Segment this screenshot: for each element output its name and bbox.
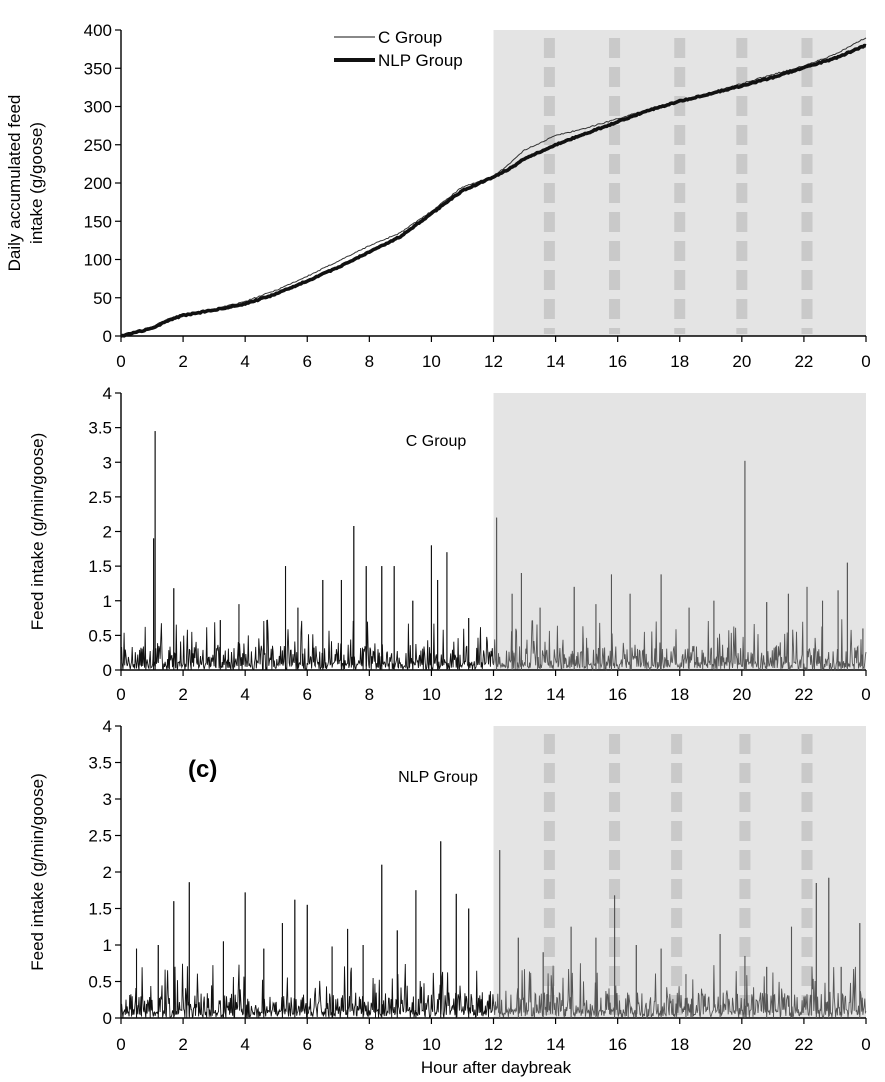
- panel-b-xtick-label-10: 20: [732, 685, 751, 704]
- panel-b-annotation: C Group: [406, 433, 467, 450]
- panel-c-xtick-label-5: 10: [422, 1035, 441, 1054]
- panel-c-ytick-label-7: 3.5: [88, 754, 112, 773]
- panel-a-series-nlp-group-line: [120, 43, 867, 338]
- panel-a-xtick-label-9: 18: [670, 352, 689, 371]
- panel-c-ytick-label-3: 1.5: [88, 900, 112, 919]
- panel-b-xtick-label-3: 6: [303, 685, 312, 704]
- panel-a-legend-label-1: NLP Group: [378, 51, 463, 70]
- panel-c-xtick-label-9: 18: [670, 1035, 689, 1054]
- panel-a-xtick-label-5: 10: [422, 352, 441, 371]
- panel-c-xtick-label-8: 16: [608, 1035, 627, 1054]
- panel-a-ylabel-line-1: Daily accumulated feed: [5, 95, 24, 272]
- panel-a-xtick-label-3: 6: [303, 352, 312, 371]
- panel-c-ylabel: Feed intake (g/min/goose): [28, 773, 47, 971]
- panel-b-xtick-label-7: 14: [546, 685, 565, 704]
- panel-c-xtick-label-0: 0: [116, 1035, 125, 1054]
- panel-a-xtick-label-1: 2: [178, 352, 187, 371]
- panel-a-ytick-label-2: 100: [84, 251, 112, 270]
- panel-c-xtick-label-6: 12: [484, 1035, 503, 1054]
- panel-c-ytick-label-8: 4: [103, 717, 112, 736]
- panel-b-ytick-label-1: 0.5: [88, 626, 112, 645]
- panel-a-ytick-label-8: 400: [84, 21, 112, 40]
- panel-b-ytick-label-7: 3.5: [88, 419, 112, 438]
- panel-a-ytick-label-5: 250: [84, 136, 112, 155]
- panel-a-xtick-label-6: 12: [484, 352, 503, 371]
- panel-a-xtick-label-10: 20: [732, 352, 751, 371]
- panel-c-panel-tag: (c): [188, 756, 217, 783]
- panel-b-xtick-label-8: 16: [608, 685, 627, 704]
- panel-a-ytick-label-6: 300: [84, 98, 112, 117]
- panel-a-ylabel-line-2: intake (g/goose): [27, 122, 46, 244]
- panel-b-dark-period-shade: [493, 393, 866, 670]
- panel-a-xtick-label-0: 0: [116, 352, 125, 371]
- panel-b-xtick-label-5: 10: [422, 685, 441, 704]
- panel-a-xtick-label-4: 8: [365, 352, 374, 371]
- panel-b-ytick-label-6: 3: [103, 453, 112, 472]
- panel-b-ytick-label-3: 1.5: [88, 557, 112, 576]
- panel-b-ylabel: Feed intake (g/min/goose): [28, 433, 47, 631]
- panel-a-ytick-label-3: 150: [84, 212, 112, 231]
- panel-a-ytick-label-4: 200: [84, 174, 112, 193]
- panel-a-xtick-label-7: 14: [546, 352, 565, 371]
- panel-c-xtick-label-3: 6: [303, 1035, 312, 1054]
- panel-b-xtick-label-1: 2: [178, 685, 187, 704]
- panel-c-ytick-label-1: 0.5: [88, 973, 112, 992]
- panel-a-xtick-label-2: 4: [240, 352, 249, 371]
- panel-c-xtick-label-1: 2: [178, 1035, 187, 1054]
- panel-c-xtick-label-12: 0: [861, 1035, 870, 1054]
- panel-a-xtick-label-12: 0: [861, 352, 870, 371]
- panel-b-xtick-label-2: 4: [240, 685, 249, 704]
- panel-b-ytick-label-4: 2: [103, 523, 112, 542]
- panel-c-ytick-label-4: 2: [103, 863, 112, 882]
- panel-c-ytick-label-0: 0: [103, 1009, 112, 1028]
- panel-a-xtick-label-8: 16: [608, 352, 627, 371]
- panel-a-legend-label-0: C Group: [378, 28, 442, 47]
- panel-b-xtick-label-4: 8: [365, 685, 374, 704]
- panel-b-ytick-label-8: 4: [103, 384, 112, 403]
- panel-c-xtick-label-11: 22: [794, 1035, 813, 1054]
- panel-c-intake-trace-dark: [493, 850, 867, 1019]
- panel-c-xtick-label-2: 4: [240, 1035, 249, 1054]
- panel-c-annotation: NLP Group: [398, 769, 478, 786]
- panel-c-xtick-label-7: 14: [546, 1035, 565, 1054]
- panel-a-ytick-label-1: 50: [93, 289, 112, 308]
- panel-b-xtick-label-11: 22: [794, 685, 813, 704]
- panel-c-xtick-label-4: 8: [365, 1035, 374, 1054]
- panel-c-xtick-label-10: 20: [732, 1035, 751, 1054]
- panel-c-ytick-label-2: 1: [103, 936, 112, 955]
- panel-b-xtick-label-0: 0: [116, 685, 125, 704]
- panel-b-ytick-label-5: 2.5: [88, 488, 112, 507]
- panel-b-ytick-label-0: 0: [103, 661, 112, 680]
- panel-b-xtick-label-9: 18: [670, 685, 689, 704]
- panel-b-ytick-label-2: 1: [103, 592, 112, 611]
- panel-a-ytick-label-7: 350: [84, 59, 112, 78]
- panel-c-xlabel: Hour after daybreak: [421, 1058, 572, 1077]
- panel-c-ytick-label-5: 2.5: [88, 827, 112, 846]
- panel-c-ytick-label-6: 3: [103, 790, 112, 809]
- panel-a-xtick-label-11: 22: [794, 352, 813, 371]
- panel-b-xtick-label-12: 0: [861, 685, 870, 704]
- panel-a-ytick-label-0: 0: [103, 327, 112, 346]
- panel-b-xtick-label-6: 12: [484, 685, 503, 704]
